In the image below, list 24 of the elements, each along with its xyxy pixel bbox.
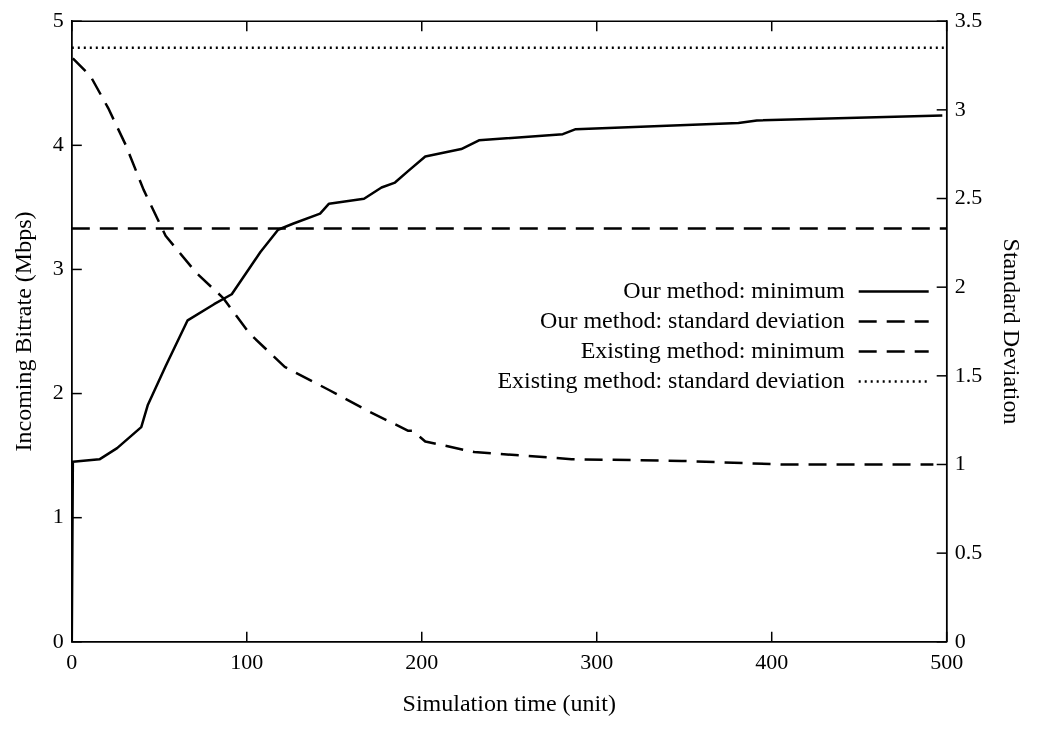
legend-label: Our method: standard deviation — [540, 306, 845, 333]
x-tick-label: 400 — [755, 648, 789, 674]
y-tick-label: 3 — [52, 255, 64, 281]
legend-label: Existing method: minimum — [580, 336, 846, 363]
y-axis-title: Incoming Bitrate (Mbps) — [9, 211, 36, 452]
y-tick-label: 0 — [52, 627, 64, 653]
x-tick-label: 300 — [580, 648, 614, 674]
y-tick-label: 1 — [52, 503, 64, 529]
y2-axis-title: Standard Deviation — [999, 238, 1026, 425]
y2-tick-label: 2.5 — [954, 184, 983, 210]
y-tick-label: 4 — [52, 131, 64, 157]
y2-tick-label: 1.5 — [954, 361, 983, 387]
x-tick-label: 100 — [230, 648, 264, 674]
y2-tick-label: 3.5 — [954, 6, 983, 32]
y2-tick-label: 2 — [954, 272, 966, 298]
y2-tick-label: 3 — [954, 95, 966, 121]
legend-label: Existing method: standard deviation — [497, 366, 845, 393]
x-axis-title: Simulation time (unit) — [402, 689, 616, 716]
legend-label: Our method: minimum — [623, 276, 846, 303]
y2-tick-label: 0.5 — [954, 538, 983, 564]
x-tick-label: 200 — [405, 648, 439, 674]
y-tick-label: 2 — [52, 379, 64, 405]
y-tick-label: 5 — [52, 6, 64, 32]
y2-tick-label: 1 — [954, 450, 966, 476]
